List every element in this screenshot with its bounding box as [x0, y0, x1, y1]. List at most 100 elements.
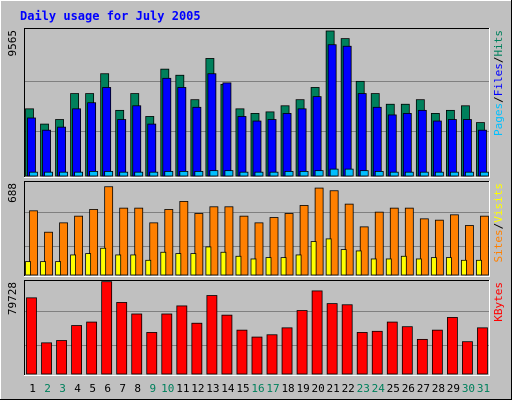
visits-bar-day-14 — [220, 251, 227, 276]
kbytes-side-legend: KBytes — [492, 282, 505, 322]
sites-bar-day-22 — [344, 203, 354, 276]
sites-bar-day-10 — [164, 209, 174, 276]
kbytes-bar-day-4 — [71, 325, 82, 375]
visits-bar-day-10 — [160, 251, 167, 276]
files-bar-day-14 — [222, 82, 232, 177]
pages-bar-day-29 — [450, 171, 459, 177]
files-bar-day-28 — [432, 120, 442, 177]
visits-bar-day-25 — [385, 258, 392, 276]
x-tick-label-day-27: 27 — [417, 382, 430, 395]
kbytes-bar-day-7 — [116, 302, 128, 375]
hits-files-pages-ymax-label: 9565 — [6, 30, 19, 57]
visits-bar-day-1 — [25, 261, 31, 276]
pages-bar-day-1 — [29, 171, 38, 177]
x-tick-label-day-20: 20 — [312, 382, 325, 395]
x-tick-label-day-1: 1 — [29, 382, 36, 395]
x-tick-label-day-15: 15 — [236, 382, 249, 395]
sites-bar-day-29 — [450, 214, 459, 276]
pages-bar-day-14 — [224, 170, 234, 177]
files-bar-day-13 — [207, 73, 217, 177]
pages-bar-day-17 — [269, 171, 279, 177]
pages-bar-day-31 — [480, 171, 489, 177]
sites-bar-day-13 — [209, 206, 219, 276]
hits-files-pages-side-legend: Pages/Files/Hits — [492, 30, 505, 136]
kbytes-bar-day-20 — [311, 290, 323, 375]
kbytes-bar-day-31 — [477, 327, 488, 375]
x-tick-label-day-7: 7 — [119, 382, 126, 395]
files-bar-day-16 — [252, 120, 262, 177]
x-tick-label-day-12: 12 — [191, 382, 204, 395]
pages-bar-day-4 — [74, 171, 83, 177]
pages-bar-day-23 — [359, 170, 369, 177]
legend-files: Files — [492, 63, 505, 96]
legend-visits: Visits — [492, 183, 505, 223]
pages-bar-day-26 — [404, 171, 414, 177]
visits-sites-side-legend: Sites/Visits — [492, 183, 505, 263]
kbytes-bar-day-24 — [371, 330, 383, 375]
sites-bar-day-20 — [314, 187, 324, 276]
x-tick-label-day-21: 21 — [327, 382, 340, 395]
kbytes-bar-day-6 — [101, 281, 113, 375]
x-tick-label-day-6: 6 — [104, 382, 111, 395]
x-tick-label-day-13: 13 — [206, 382, 219, 395]
sites-bar-day-25 — [389, 207, 399, 276]
pages-bar-day-18 — [284, 171, 294, 177]
pages-bar-day-30 — [465, 171, 474, 177]
files-bar-day-12 — [192, 106, 202, 177]
kbytes-bar-day-30 — [462, 341, 473, 375]
sites-bar-day-18 — [284, 213, 294, 276]
pages-bar-day-22 — [344, 168, 354, 177]
files-bar-day-27 — [417, 109, 427, 177]
kbytes-bar-day-17 — [266, 334, 278, 375]
sites-bar-day-17 — [269, 217, 279, 276]
visits-bar-day-29 — [446, 257, 452, 276]
visits-bar-day-31 — [476, 259, 482, 276]
pages-bar-day-28 — [434, 171, 444, 177]
x-tick-label-day-5: 5 — [89, 382, 96, 395]
kbytes-bar-day-25 — [386, 321, 398, 375]
files-bar-day-10 — [162, 77, 172, 177]
legend-separator: / — [492, 96, 505, 103]
x-tick-label-day-11: 11 — [176, 382, 189, 395]
files-bar-day-26 — [402, 113, 412, 177]
kbytes-bar-day-13 — [206, 295, 218, 375]
files-bar-day-22 — [342, 45, 352, 177]
visits-bar-day-19 — [295, 254, 302, 276]
sites-bar-day-2 — [44, 231, 53, 276]
x-tick-label-day-30: 30 — [462, 382, 475, 395]
kbytes-bar-day-15 — [236, 329, 248, 375]
sites-bar-day-30 — [465, 225, 474, 276]
pages-bar-day-21 — [329, 168, 339, 177]
pages-bar-day-16 — [254, 171, 264, 177]
legend-pages: Pages — [492, 103, 505, 136]
files-bar-day-5 — [87, 102, 97, 177]
visits-bar-day-3 — [55, 261, 61, 276]
visits-bar-day-17 — [265, 257, 272, 276]
legend-hits: Hits — [492, 30, 505, 57]
files-bar-day-1 — [27, 117, 36, 177]
sites-bar-day-14 — [224, 206, 234, 276]
kbytes-bar-day-26 — [401, 326, 413, 375]
kbytes-bar-day-5 — [86, 321, 98, 375]
kbytes-bar-day-27 — [416, 338, 428, 375]
x-tick-label-day-17: 17 — [266, 382, 279, 395]
x-tick-label-day-19: 19 — [296, 382, 309, 395]
x-tick-label-day-4: 4 — [74, 382, 81, 395]
files-bar-day-29 — [448, 119, 457, 177]
sites-bar-day-1 — [29, 210, 38, 276]
files-bar-day-2 — [42, 129, 51, 177]
pages-bar-day-13 — [209, 170, 219, 177]
x-tick-label-day-16: 16 — [251, 382, 264, 395]
sites-bar-day-4 — [74, 215, 83, 276]
files-bar-day-23 — [357, 93, 367, 177]
kbytes-bar-day-16 — [251, 336, 263, 375]
pages-bar-day-3 — [59, 171, 68, 177]
sites-bar-day-8 — [134, 207, 144, 276]
x-tick-label-day-14: 14 — [221, 382, 235, 395]
visits-bar-day-11 — [175, 253, 182, 276]
sites-bar-day-5 — [89, 209, 99, 276]
files-bar-day-8 — [132, 105, 142, 177]
pages-bar-day-8 — [134, 171, 144, 177]
